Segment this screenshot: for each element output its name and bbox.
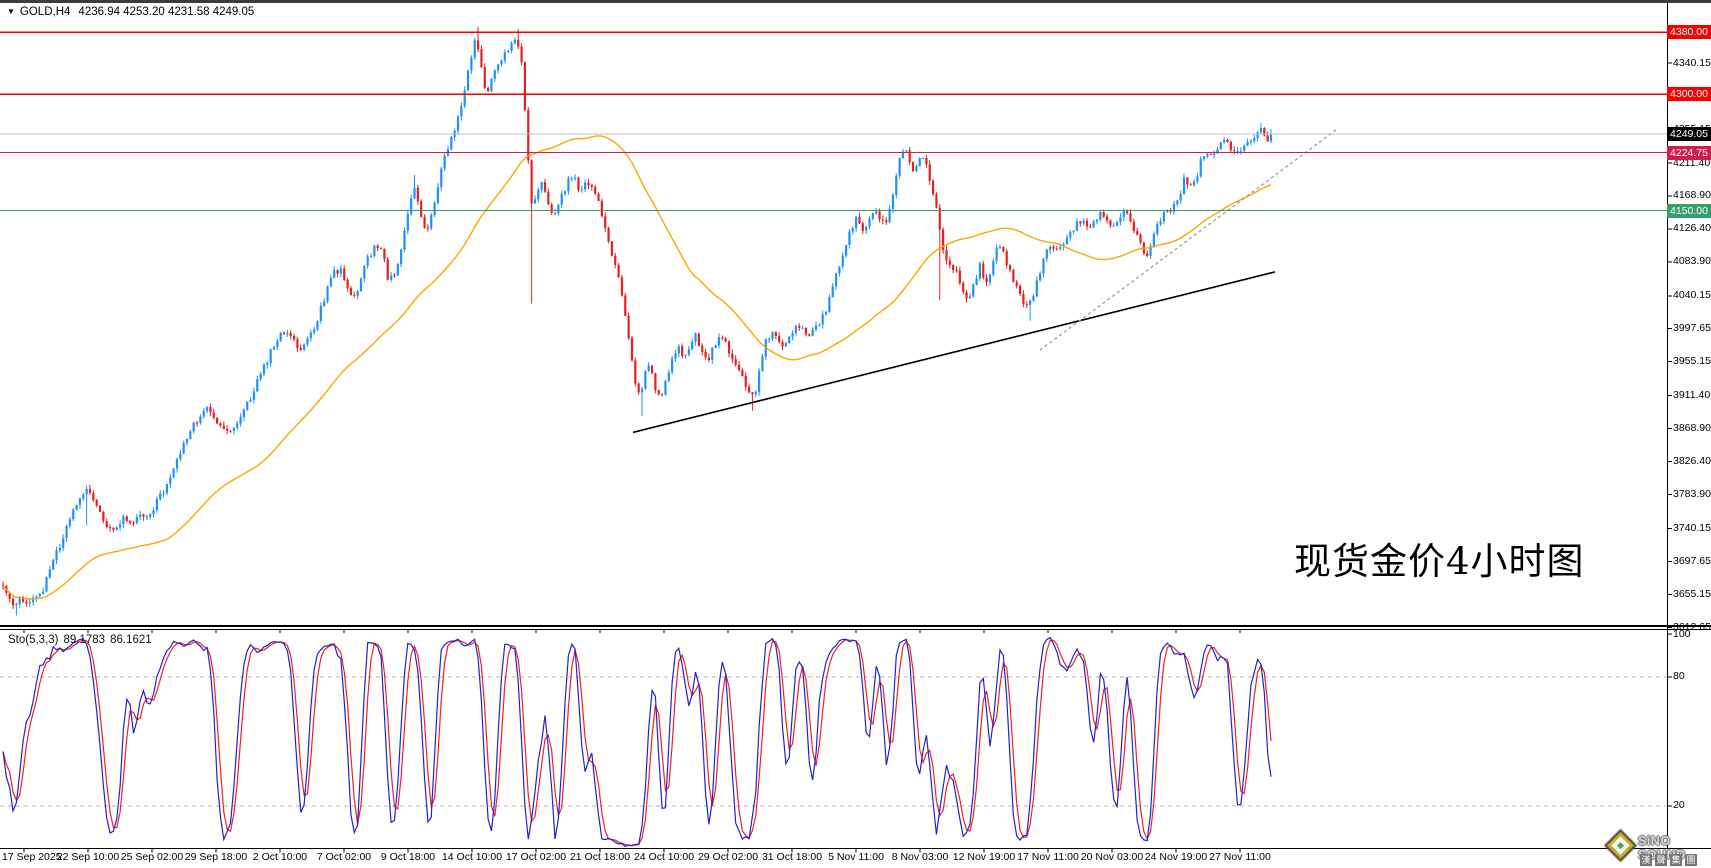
time-tick-label: 29 Sep 18:00 bbox=[184, 851, 248, 863]
trendline-support-black bbox=[632, 271, 1276, 434]
price-tick-label: 4168.90 bbox=[1673, 189, 1711, 202]
time-tick-label: 2 Oct 10:00 bbox=[252, 851, 308, 863]
chevron-down-icon[interactable]: ▼ bbox=[7, 7, 15, 16]
stochastic-d-line bbox=[2, 639, 1272, 847]
level-price-badge: 4380.00 bbox=[1667, 25, 1711, 40]
indicator-header: Sto(5,3,3) 89.1783 86.1621 bbox=[8, 634, 157, 646]
time-tick-label: 29 Oct 02:00 bbox=[697, 851, 759, 863]
time-tick-label: 17 Nov 11:00 bbox=[1017, 851, 1079, 863]
watermark-cn-char: 團 bbox=[1685, 854, 1697, 866]
time-tick-label: 17 Oct 02:00 bbox=[505, 851, 567, 863]
level-price-badge: 4224.75 bbox=[1667, 145, 1711, 160]
price-tick-label: 4083.90 bbox=[1673, 255, 1711, 268]
time-tick-label: 27 Nov 11:00 bbox=[1209, 851, 1271, 863]
trendline-steep-gray bbox=[1039, 128, 1338, 351]
price-tick-label: 3697.65 bbox=[1673, 554, 1711, 567]
price-tick-label: 3868.90 bbox=[1673, 422, 1711, 435]
time-tick-label: 9 Oct 18:00 bbox=[380, 851, 436, 863]
time-tick-label: 20 Nov 03:00 bbox=[1080, 851, 1144, 863]
time-tick-label: 7 Oct 02:00 bbox=[316, 851, 372, 863]
time-tick-label: 22 Sep 10:00 bbox=[56, 851, 120, 863]
indicator-k-value: 89.1783 bbox=[63, 634, 106, 646]
price-tick-label: 4126.40 bbox=[1673, 222, 1711, 235]
price-tick-label: 3655.15 bbox=[1673, 587, 1711, 600]
price-tick-label: 3740.15 bbox=[1673, 521, 1711, 534]
indicator-tick-label: 20 bbox=[1673, 799, 1685, 812]
indicator-d-value: 86.1621 bbox=[110, 634, 152, 646]
watermark-cn-char: 漢 bbox=[1640, 854, 1652, 866]
sino-sound-logo-icon bbox=[1604, 829, 1637, 862]
price-tick-label: 3826.40 bbox=[1673, 455, 1711, 468]
pane-separator bbox=[0, 625, 1711, 627]
price-tick-label: 3612.65 bbox=[1673, 620, 1711, 633]
window-top-edge bbox=[0, 0, 1711, 3]
time-tick-label: 14 Oct 10:00 bbox=[441, 851, 503, 863]
time-tick-label: 21 Oct 18:00 bbox=[569, 851, 631, 863]
ma-line bbox=[2, 135, 1272, 600]
candlestick-series bbox=[1, 26, 1273, 616]
ohlc-quote: 4236.94 4253.20 4231.58 4249.05 bbox=[78, 6, 255, 18]
time-tick-label: 24 Oct 10:00 bbox=[633, 851, 695, 863]
price-tick-label: 4340.15 bbox=[1673, 56, 1711, 69]
symbol-period-label: GOLD,H4 bbox=[19, 6, 71, 18]
chart-title: ▼ GOLD,H4 4236.94 4253.20 4231.58 4249.05 bbox=[7, 6, 254, 18]
watermark-brand-cn: 漢聲集團 bbox=[1640, 850, 1700, 868]
time-tick-label: 5 Nov 11:00 bbox=[828, 851, 884, 863]
indicator-tick-label: 100 bbox=[1673, 627, 1691, 640]
time-tick-label: 25 Sep 02:00 bbox=[120, 851, 184, 863]
time-tick-label: 31 Oct 18:00 bbox=[761, 851, 823, 863]
time-tick-label: 12 Nov 19:00 bbox=[952, 851, 1016, 863]
time-tick-label: 17 Sep 2025 bbox=[2, 851, 62, 863]
price-tick-label: 3997.65 bbox=[1673, 322, 1711, 335]
watermark-cn-char: 集 bbox=[1670, 854, 1682, 866]
price-tick-label: 3783.90 bbox=[1673, 487, 1711, 500]
time-tick-label: 8 Nov 03:00 bbox=[891, 851, 949, 863]
indicator-tick-label: 80 bbox=[1673, 670, 1685, 683]
price-tick-label: 3955.15 bbox=[1673, 355, 1711, 368]
price-tick-label: 4040.15 bbox=[1673, 289, 1711, 302]
time-tick-label: 24 Nov 19:00 bbox=[1144, 851, 1208, 863]
watermark-cn-char: 聲 bbox=[1655, 854, 1667, 866]
level-price-badge: 4150.00 bbox=[1667, 203, 1711, 218]
last-price-badge: 4249.05 bbox=[1667, 126, 1711, 141]
stochastic-k-line bbox=[2, 636, 1272, 848]
indicator-name: Sto(5,3,3) bbox=[8, 634, 59, 646]
chart-caption-cn: 现货金价4小时图 bbox=[1294, 540, 1585, 583]
level-price-badge: 4300.00 bbox=[1667, 87, 1711, 102]
price-tick-label: 3911.40 bbox=[1673, 389, 1711, 402]
